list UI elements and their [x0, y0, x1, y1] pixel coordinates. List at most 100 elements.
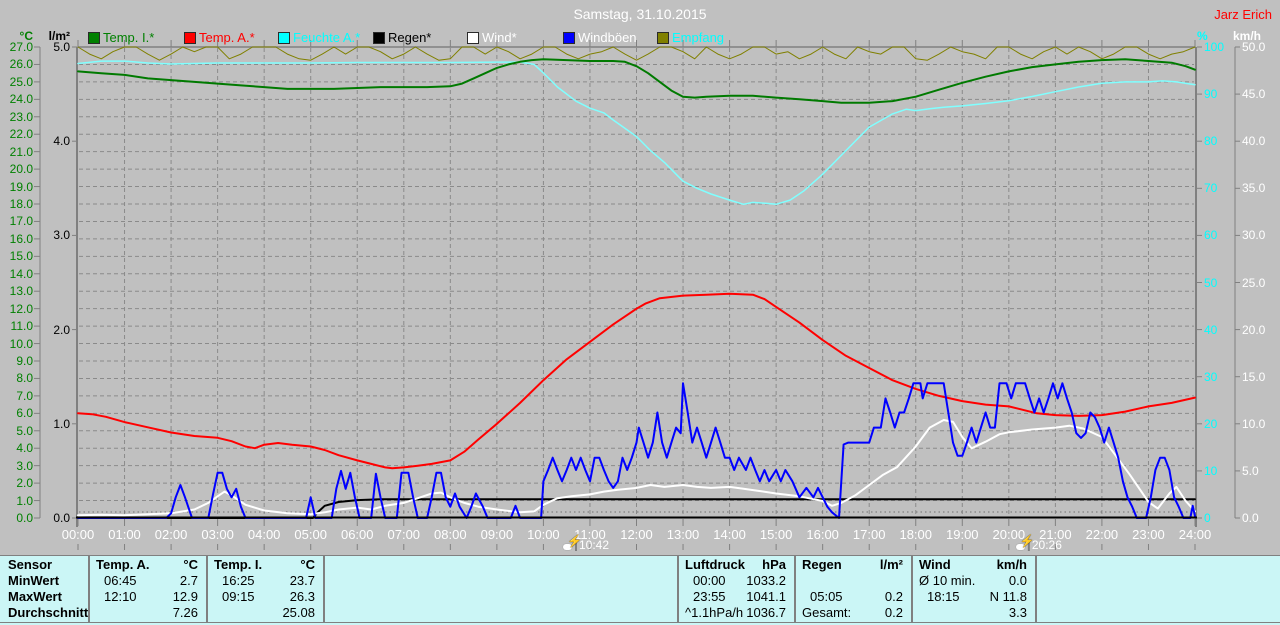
time-axis-label: 07:00: [387, 527, 421, 542]
temp-axis-label: 2.0: [16, 476, 33, 491]
legend-swatch-icon: [657, 32, 669, 44]
storm-marker-icon: ⚡: [1015, 534, 1035, 551]
time-axis-label: 03:00: [201, 527, 234, 542]
table-border-bottom: [0, 622, 1280, 623]
temp-axis-label: 5.0: [16, 423, 33, 438]
table-column-separator: [794, 556, 796, 622]
legend-swatch-icon: [373, 32, 385, 44]
legend-swatch-icon: [88, 32, 100, 44]
temp-axis-label: 18.0: [9, 197, 33, 211]
table-border-top: [0, 555, 1280, 556]
table-column-separator: [911, 556, 913, 622]
table-cell-value: 0.2: [884, 605, 903, 620]
rain-axis-label: 5.0: [53, 40, 70, 54]
table-cell-value: 3.3: [1008, 605, 1027, 620]
table-cell-time: 12:10: [104, 589, 137, 604]
table-sensor-unit: km/h: [996, 557, 1027, 572]
humidity-axis-label: 80: [1204, 134, 1218, 149]
time-axis-label: 10:00: [527, 527, 560, 542]
marker-time-label: 20:26: [1031, 538, 1062, 552]
table-cell-value: 12.9: [172, 589, 198, 604]
temp-axis-label: 15.0: [9, 249, 33, 264]
humidity-axis-label: 70: [1204, 181, 1218, 196]
series-wind: [77, 419, 1196, 517]
lightning-bolt-icon: ⚡: [1019, 534, 1035, 548]
series-regen: [77, 498, 1196, 519]
temp-axis-label: 27.0: [9, 40, 33, 54]
axis-header-wind: km/h: [1233, 29, 1262, 43]
table-cell-time: 00:00: [693, 573, 726, 588]
page-title: Samstag, 31.10.2015: [573, 6, 707, 22]
windspeed-axis-label: 35.0: [1242, 181, 1266, 196]
time-axis-label: 20:00: [992, 527, 1026, 542]
lightning-bolt-icon: ⚡: [566, 534, 582, 548]
time-axis-label: 04:00: [247, 527, 281, 542]
table-cell-value: N 11.8: [989, 589, 1027, 604]
legend-item-label: Temp. A.*: [199, 30, 255, 45]
temp-axis-label: 8.0: [16, 371, 33, 386]
rain-axis-label: 1.0: [53, 416, 70, 431]
table-cell-value: 23.7: [289, 573, 315, 588]
temp-axis-label: 7.0: [16, 388, 33, 403]
temp-axis-label: 21.0: [9, 144, 33, 159]
temp-axis-label: 0.0: [16, 511, 33, 525]
legend-swatch-icon: [467, 32, 479, 44]
legend-swatch-icon: [278, 32, 290, 44]
legend-swatch-icon: [563, 32, 575, 44]
windspeed-axis-label: 20.0: [1242, 322, 1266, 337]
series-temp-i-: [77, 58, 1196, 104]
legend-item-label: Temp. I.*: [103, 30, 155, 45]
windspeed-axis-label: 50.0: [1242, 40, 1266, 54]
time-axis-label: 13:00: [666, 527, 700, 542]
temp-axis-label: 11.0: [10, 319, 33, 334]
table-cell-time: Ø 10 min.: [919, 573, 976, 588]
cloud-puff-icon: [562, 544, 572, 550]
table-sensor-name: Wind: [919, 557, 951, 572]
table-sensor-unit: °C: [183, 557, 198, 572]
time-axis-label: 08:00: [434, 527, 467, 542]
table-cell-value: 0.0: [1008, 573, 1027, 588]
humidity-axis-label: 20: [1204, 416, 1218, 431]
temp-axis-label: 20.0: [9, 162, 33, 177]
windspeed-axis-label: 40.0: [1242, 134, 1266, 149]
axis-header-temp: °C: [19, 29, 33, 43]
table-row-label: Sensor: [8, 557, 53, 572]
windspeed-axis-label: 0.0: [1242, 511, 1259, 525]
cloud-puff-icon: [1015, 544, 1025, 550]
time-axis-label: 16:00: [806, 527, 839, 542]
rain-axis-label: 0.0: [53, 511, 70, 525]
table-column-separator: [88, 556, 90, 622]
legend-item-label: Wind*: [482, 30, 517, 45]
statistics-table: Sensor MinWert MaxWert Durchschnitt Temp. A.…: [0, 555, 1280, 625]
temp-axis-label: 13.0: [9, 284, 33, 299]
table-sensor-name: Temp. A.: [96, 557, 150, 572]
table-cell-time: 05:05: [810, 589, 843, 604]
table-cell-value: 1041.1: [746, 589, 786, 604]
table-cell-time: Gesamt:: [802, 605, 852, 620]
legend-item-label: Feuchte A.*: [293, 30, 361, 45]
marker-time-label: 10:42: [578, 538, 610, 552]
table-row-label: Durchschnitt: [8, 605, 89, 620]
table-cell-value: 1036.7: [746, 605, 786, 620]
series-temp-a-: [77, 292, 1196, 470]
rain-axis-label: 3.0: [53, 228, 70, 243]
time-axis-label: 18:00: [899, 527, 933, 542]
temp-axis-label: 9.0: [16, 354, 33, 368]
windspeed-axis-label: 45.0: [1242, 87, 1266, 102]
legend-item-label: Windböen: [578, 30, 637, 45]
time-axis-label: 06:00: [340, 527, 374, 542]
storm-marker-icon: ⚡: [562, 534, 582, 551]
time-axis-label: 00:00: [61, 527, 95, 542]
temp-axis-label: 23.0: [9, 109, 33, 124]
humidity-axis-label: 90: [1204, 87, 1218, 102]
windspeed-axis-label: 15.0: [1242, 369, 1266, 384]
temp-axis-label: 17.0: [9, 214, 33, 229]
table-cell-time: 09:15: [222, 589, 255, 604]
temp-axis-label: 6.0: [16, 406, 33, 421]
time-axis-label: 19:00: [946, 527, 979, 542]
time-axis-label: 05:00: [294, 527, 327, 542]
table-cell-time: ^1.1hPa/h: [685, 605, 744, 620]
table-column-separator: [323, 556, 325, 622]
windspeed-axis-label: 30.0: [1242, 228, 1266, 243]
